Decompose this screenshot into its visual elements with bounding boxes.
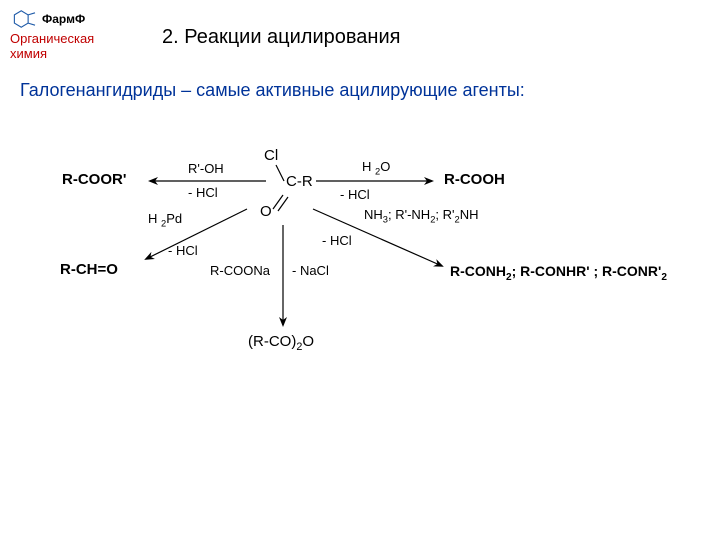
reagent-2-top: R-COONa: [210, 263, 270, 278]
reagent-4-bot: - HCl: [322, 233, 352, 248]
product-amides: R-CONH2; R-CONHR' ; R-CONR'2: [450, 263, 667, 279]
molecule-icon: [10, 8, 38, 30]
dept-line2: химия: [10, 46, 47, 61]
reagent-0-top: R'-OH: [188, 161, 224, 176]
logo-line1: ФармФ: [10, 8, 85, 30]
subtitle: Галогенангидриды – самые активные ацилир…: [0, 62, 720, 101]
logo-block: ФармФ Органическая химия: [10, 8, 140, 62]
center-cr: C-R: [286, 173, 313, 190]
reagent-2-bot: - NaCl: [292, 263, 329, 278]
reagent-1-bot: - HCl: [168, 243, 198, 258]
product-anhydride: (R-CO)2O: [248, 333, 314, 350]
page-title: 2. Реакции ацилирования: [162, 26, 400, 49]
header: ФармФ Органическая химия 2. Реакции ацил…: [0, 0, 720, 62]
logo-text: ФармФ: [42, 12, 85, 26]
reagent-0-bot: - HCl: [188, 185, 218, 200]
reaction-diagram: Cl C-R O R-COOR' R-CH=O (R-CO)2O R-COOH R-CONH2…: [0, 111, 720, 471]
dept-line1: Органическая: [10, 31, 94, 46]
product-ester: R-COOR': [62, 171, 126, 188]
diagram-svg: [0, 111, 720, 471]
product-acid: R-COOH: [444, 171, 505, 188]
reagent-4-top: NH3; R'-NH2; R'2NH: [364, 207, 478, 222]
reagent-3-top: H 2O: [362, 159, 390, 174]
dept-label: Органическая химия: [10, 32, 94, 62]
reagent-3-bot: - HCl: [340, 187, 370, 202]
product-aldehyde: R-CH=O: [60, 261, 118, 278]
center-cl: Cl: [264, 147, 278, 164]
reagent-1-top: H 2Pd: [148, 211, 182, 226]
center-o: O: [260, 203, 272, 220]
